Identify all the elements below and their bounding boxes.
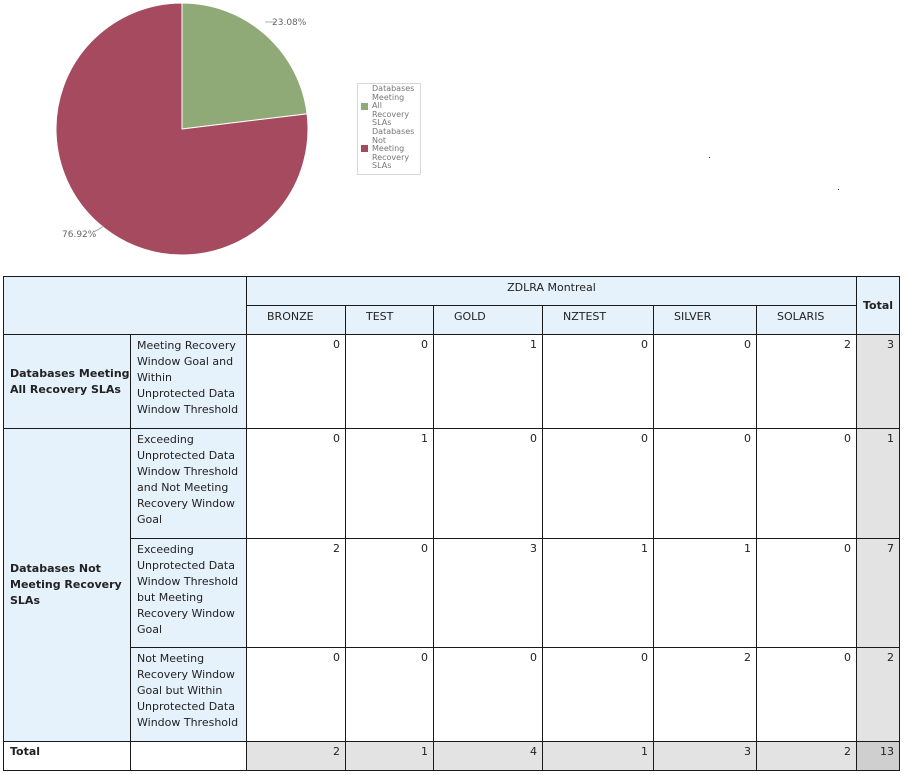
pie-leader-line (93, 225, 105, 233)
cell-value: 0 (756, 538, 857, 648)
row-total: 2 (856, 647, 900, 742)
total-column-header: Total (856, 276, 900, 335)
row-label: Not Meeting Recovery Window Goal but Wit… (130, 647, 247, 742)
site-header: ZDLRA Montreal (246, 276, 857, 306)
row-label: Exceeding Unprotected Data Window Thresh… (130, 428, 247, 539)
cell-value: 0 (433, 647, 543, 742)
column-total: 1 (345, 741, 434, 771)
row-total: 1 (856, 428, 900, 539)
row-total: 7 (856, 538, 900, 648)
cell-value: 0 (345, 538, 434, 648)
pivot-table: ZDLRA Montreal Total BRONZE TEST GOLD NZ… (3, 276, 900, 771)
legend-item-meeting: Databases Meeting All Recovery SLAs (360, 84, 418, 128)
cell-value: 1 (433, 334, 543, 429)
column-total: 2 (246, 741, 346, 771)
cell-value: 3 (433, 538, 543, 648)
corner-header-cell (3, 276, 247, 335)
pie-chart: 23.08% 76.92% (55, 2, 309, 256)
cell-value: 2 (246, 538, 346, 648)
chart-legend: Databases Meeting All Recovery SLAs Database… (357, 83, 421, 175)
stray-dot (838, 189, 839, 190)
cell-value: 1 (542, 538, 654, 648)
column-total: 4 (433, 741, 543, 771)
table-row: Not Meeting Recovery Window Goal but Wit… (4, 647, 900, 742)
total-row: Total 2 1 4 1 3 2 13 (3, 741, 900, 771)
cell-value: 1 (653, 538, 757, 648)
cell-value: 0 (756, 647, 857, 742)
table-row: Databases Meeting All Recovery SLAs Meet… (3, 334, 900, 429)
pie-slice-label: 23.08% (272, 18, 307, 28)
cell-value: 0 (542, 334, 654, 429)
cell-value: 0 (345, 334, 434, 429)
total-row-label: Total (3, 741, 131, 771)
cell-value: 0 (246, 334, 346, 429)
grand-total: 13 (856, 741, 900, 771)
cell-value: 0 (246, 647, 346, 742)
table-row: Databases Not Meeting Recovery SLAs Exce… (3, 428, 900, 742)
column-header-gold: GOLD (433, 305, 543, 335)
row-label: Meeting Recovery Window Goal and Within … (130, 334, 247, 429)
cell-value: 1 (345, 428, 434, 539)
cell-value: 0 (246, 428, 346, 539)
stray-dot (709, 157, 710, 158)
total-row-blank-cell (130, 741, 247, 771)
cell-value: 0 (542, 428, 654, 539)
group-label-not-meeting: Databases Not Meeting Recovery SLAs (3, 428, 131, 742)
column-header-bronze: BRONZE (246, 305, 346, 335)
legend-swatch-green (361, 103, 368, 110)
column-total: 3 (653, 741, 757, 771)
legend-item-not-meeting: Databases Not Meeting Recovery SLAs (360, 126, 418, 171)
cell-value: 0 (653, 334, 757, 429)
pie-slice-1 (55, 2, 309, 256)
pie-slice-label: 76.92% (62, 230, 97, 240)
cell-value: 0 (345, 647, 434, 742)
cell-value: 0 (756, 428, 857, 539)
cell-value: 2 (756, 334, 857, 429)
cell-value: 2 (653, 647, 757, 742)
cell-value: 0 (542, 647, 654, 742)
cell-value: 0 (433, 428, 543, 539)
column-total: 2 (756, 741, 857, 771)
table-row: Exceeding Unprotected Data Window Thresh… (4, 538, 900, 648)
row-label: Exceeding Unprotected Data Window Thresh… (130, 538, 247, 648)
column-header-test: TEST (345, 305, 434, 335)
column-header-nztest: NZTEST (542, 305, 654, 335)
column-total: 1 (542, 741, 654, 771)
group-label-meeting: Databases Meeting All Recovery SLAs (3, 334, 131, 429)
legend-label-meeting: Databases Meeting All Recovery SLAs (372, 84, 415, 128)
pie-slice-0 (181, 2, 308, 130)
legend-label-not-meeting: Databases Not Meeting Recovery SLAs (372, 126, 415, 171)
row-total: 3 (856, 334, 900, 429)
cell-value: 0 (653, 428, 757, 539)
column-header-silver: SILVER (653, 305, 757, 335)
column-header-solaris: SOLARIS (756, 305, 857, 335)
legend-swatch-red (361, 144, 368, 152)
